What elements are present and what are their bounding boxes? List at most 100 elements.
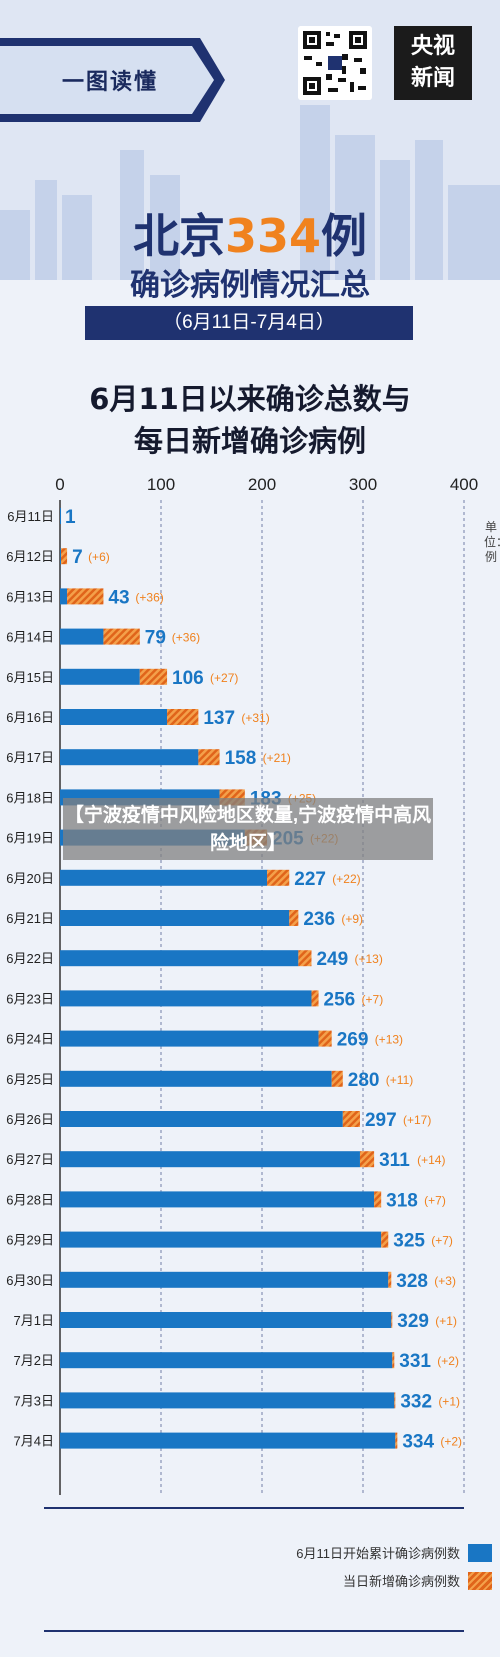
legend-item-total: 6月11日开始累计确诊病例数 bbox=[270, 1543, 492, 1562]
new-value-label: (+1) bbox=[438, 1394, 460, 1408]
category-label: 6月21日 bbox=[6, 911, 54, 926]
category-label: 6月12日 bbox=[6, 549, 54, 564]
bar-new bbox=[289, 910, 299, 926]
category-label: 6月17日 bbox=[6, 750, 54, 765]
cctv-news-logo: 央视 新闻 bbox=[394, 26, 472, 100]
category-label: 6月19日 bbox=[6, 831, 54, 846]
category-label: 6月28日 bbox=[6, 1192, 54, 1207]
category-label: 7月1日 bbox=[14, 1313, 54, 1328]
bar-total bbox=[60, 749, 199, 766]
category-label: 6月26日 bbox=[6, 1112, 54, 1127]
bar-new bbox=[395, 1432, 398, 1449]
bar-new bbox=[198, 749, 220, 766]
title-suffix: 例 bbox=[321, 209, 368, 263]
category-label: 6月30日 bbox=[6, 1273, 54, 1288]
category-label: 6月23日 bbox=[6, 991, 54, 1006]
bar-total bbox=[60, 548, 62, 565]
sub-title: 确诊病例情况汇总 bbox=[130, 268, 370, 303]
new-value-label: (+27) bbox=[210, 671, 238, 685]
total-value-label: 158 bbox=[225, 748, 257, 769]
total-value-label: 332 bbox=[400, 1391, 432, 1412]
bar-new bbox=[381, 1231, 389, 1248]
new-value-label: (+9) bbox=[341, 912, 363, 926]
category-label: 6月20日 bbox=[6, 871, 54, 886]
bar-total bbox=[60, 1231, 382, 1248]
bar-total bbox=[60, 990, 312, 1007]
new-value-label: (+13) bbox=[354, 952, 382, 966]
qr-code-icon[interactable] bbox=[298, 26, 372, 100]
legend-swatch-total bbox=[468, 1543, 492, 1562]
legend-swatch-new bbox=[468, 1571, 492, 1590]
bar-total bbox=[60, 588, 68, 605]
chart-title-line1: 6月11日以来确诊总数与 bbox=[89, 382, 411, 416]
chart-title: 6月11日以来确诊总数与 每日新增确诊病例 bbox=[0, 378, 500, 462]
new-value-label: (+2) bbox=[437, 1354, 459, 1368]
category-label: 6月22日 bbox=[6, 951, 54, 966]
new-value-label: (+14) bbox=[417, 1153, 445, 1167]
new-value-label: (+6) bbox=[88, 550, 110, 564]
total-value-label: 334 bbox=[402, 1432, 434, 1453]
bar-new bbox=[167, 709, 199, 725]
bar-total bbox=[60, 1111, 343, 1127]
total-value-label: 1 bbox=[65, 507, 76, 528]
category-label: 6月15日 bbox=[6, 670, 54, 685]
category-label: 7月4日 bbox=[14, 1434, 54, 1449]
category-label: 6月18日 bbox=[6, 790, 54, 805]
category-label: 7月2日 bbox=[14, 1353, 54, 1368]
bar-total bbox=[60, 950, 299, 967]
date-range: （6月11日-7月4日） bbox=[85, 306, 413, 340]
bar-total bbox=[60, 1030, 319, 1047]
bar-total bbox=[60, 709, 168, 725]
legend-label-total: 6月11日开始累计确诊病例数 bbox=[296, 1546, 460, 1561]
bar-total bbox=[60, 1312, 392, 1328]
bar-new bbox=[394, 1392, 396, 1409]
new-value-label: (+22) bbox=[332, 872, 360, 886]
category-label: 6月25日 bbox=[6, 1072, 54, 1087]
bar-new bbox=[318, 1030, 332, 1047]
new-value-label: (+17) bbox=[403, 1113, 431, 1127]
bar-new bbox=[311, 990, 319, 1007]
bar-total bbox=[60, 1271, 389, 1288]
total-value-label: 325 bbox=[393, 1231, 425, 1252]
total-value-label: 329 bbox=[397, 1311, 429, 1332]
bar-new bbox=[67, 588, 104, 605]
bar-total bbox=[60, 1151, 360, 1168]
total-value-label: 297 bbox=[365, 1110, 397, 1131]
new-value-label: (+36) bbox=[135, 590, 163, 604]
bar-new bbox=[359, 1151, 375, 1168]
total-value-label: 7 bbox=[72, 547, 83, 568]
bar-new bbox=[342, 1111, 360, 1127]
total-value-label: 227 bbox=[294, 869, 326, 890]
category-label: 6月16日 bbox=[6, 710, 54, 725]
category-label: 6月13日 bbox=[6, 589, 54, 604]
x-tick-label: 0 bbox=[55, 475, 64, 494]
banner-label: 一图读懂 bbox=[62, 70, 159, 95]
legend-label-new: 当日新增确诊病例数 bbox=[342, 1574, 460, 1589]
bar-new bbox=[388, 1271, 392, 1288]
new-value-label: (+13) bbox=[375, 1033, 403, 1047]
bar-total bbox=[60, 668, 140, 685]
new-value-label: (+36) bbox=[172, 631, 200, 645]
unit-label: 单位：例 bbox=[484, 520, 500, 564]
bar-total bbox=[60, 1392, 395, 1409]
bar-new bbox=[374, 1191, 382, 1208]
new-value-label: (+2) bbox=[440, 1435, 462, 1449]
main-title: 北京334例 bbox=[0, 200, 500, 266]
new-value-label: (+7) bbox=[424, 1193, 446, 1207]
bar-total bbox=[60, 508, 62, 524]
total-value-label: 137 bbox=[203, 708, 235, 729]
x-tick-label: 200 bbox=[248, 475, 276, 494]
overlay-caption: 【宁波疫情中风险地区数量,宁波疫情中高风险地区】 bbox=[63, 798, 433, 860]
x-tick-label: 100 bbox=[147, 475, 175, 494]
category-label: 6月29日 bbox=[6, 1233, 54, 1248]
total-value-label: 43 bbox=[108, 587, 129, 608]
total-value-label: 280 bbox=[348, 1070, 380, 1091]
header-banner bbox=[0, 38, 225, 122]
total-value-label: 236 bbox=[303, 909, 335, 930]
total-value-label: 79 bbox=[145, 628, 166, 649]
new-value-label: (+1) bbox=[435, 1314, 457, 1328]
bar-total bbox=[60, 1352, 393, 1369]
category-label: 7月3日 bbox=[14, 1393, 54, 1408]
category-label: 6月27日 bbox=[6, 1152, 54, 1167]
bar-new bbox=[298, 950, 312, 967]
